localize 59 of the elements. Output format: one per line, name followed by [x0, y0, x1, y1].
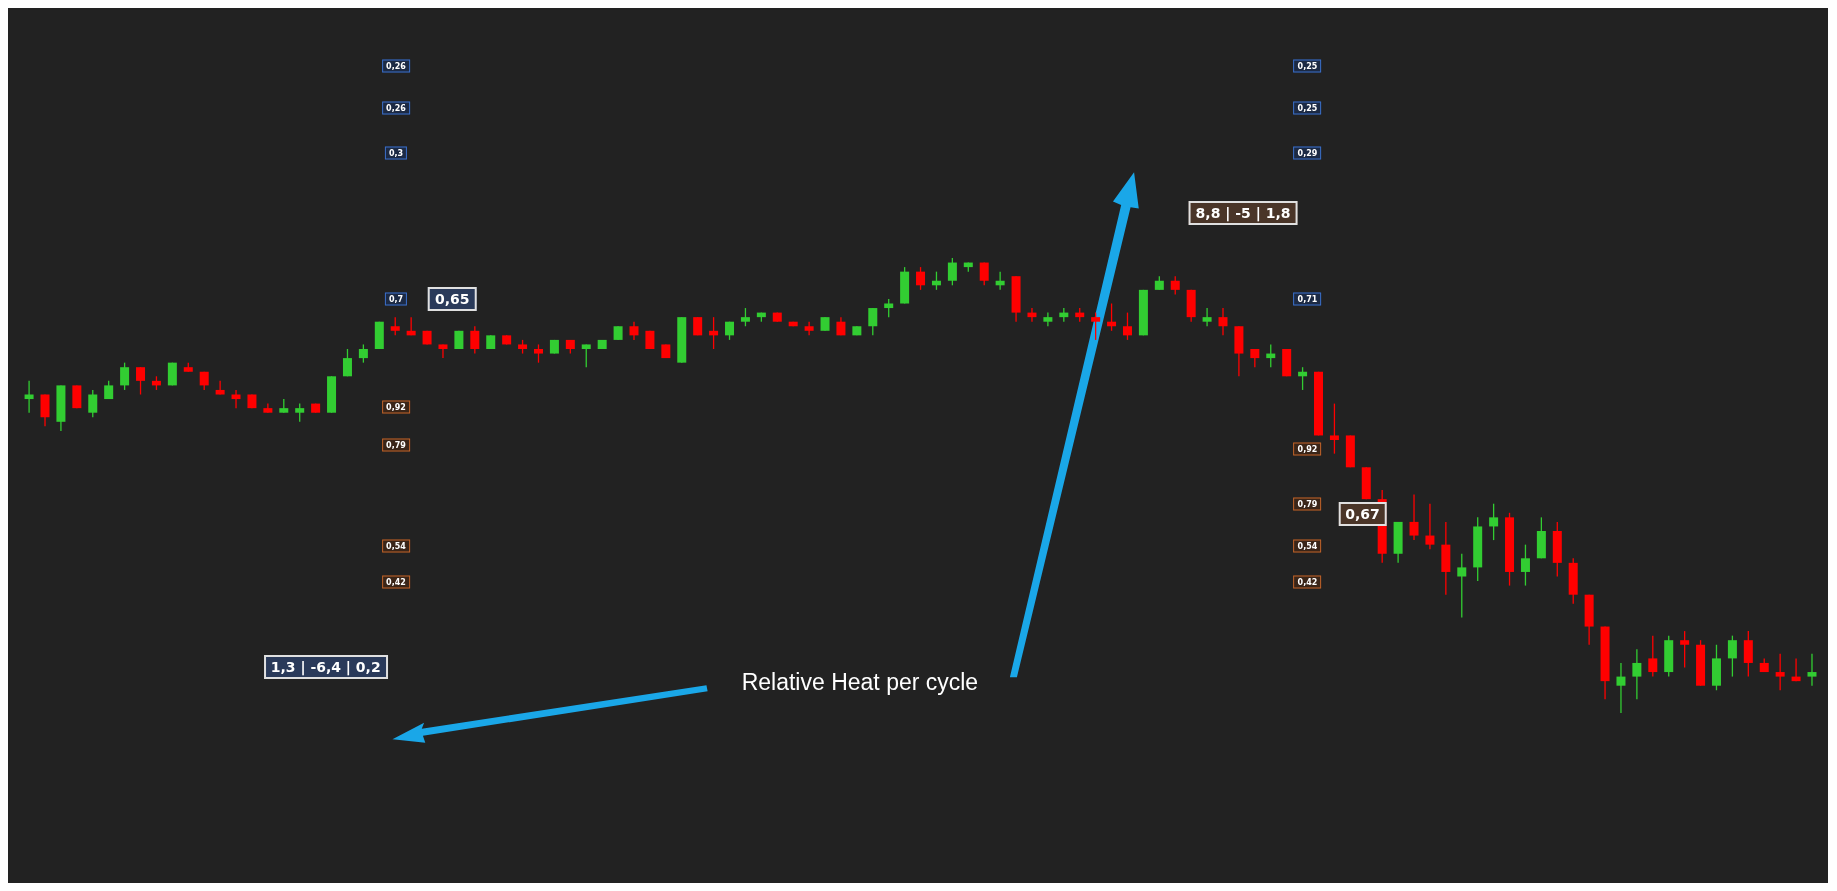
candlestick	[215, 380, 225, 396]
candlestick	[438, 343, 448, 359]
candlestick	[868, 307, 878, 336]
candlestick	[1616, 662, 1626, 713]
annotation: 0,92	[1293, 442, 1322, 456]
annotation: 1,3 | -6,4 | 0,2	[263, 654, 388, 679]
candlestick	[533, 343, 543, 364]
candlestick	[40, 393, 50, 427]
text: 8,8 | -5 | 1,8	[1188, 201, 1298, 226]
candlestick	[1091, 311, 1101, 341]
candlestick	[581, 343, 591, 368]
candlestick	[740, 307, 750, 327]
candlestick	[1122, 311, 1132, 341]
candlestick	[1425, 503, 1435, 550]
candlestick	[120, 362, 130, 391]
annotation: 0,54	[382, 539, 410, 553]
candlestick	[1680, 630, 1690, 669]
candlestick	[1457, 553, 1467, 619]
candlestick	[136, 366, 146, 396]
annotation: 0,67	[1338, 502, 1387, 527]
candlestick	[629, 321, 639, 341]
annotation: 0,54	[1293, 539, 1322, 553]
annotation: 0,42	[1293, 575, 1322, 589]
annotation: 0,42	[382, 575, 410, 589]
text: 0,29	[1293, 146, 1322, 160]
annotation: 0,92	[382, 400, 410, 414]
candlestick	[1632, 648, 1642, 700]
text: 0,26	[382, 59, 410, 73]
candlestick	[295, 402, 305, 423]
candlestick	[1743, 630, 1753, 678]
annotation: 0,79	[1293, 497, 1322, 511]
candlestick	[1202, 307, 1212, 327]
candlestick	[1329, 402, 1339, 455]
candlestick	[1218, 307, 1228, 336]
candlestick	[1489, 503, 1499, 541]
text: 0,26	[382, 101, 410, 115]
candlestick	[88, 389, 98, 418]
text: 0,25	[1293, 101, 1322, 115]
annotation: 0,79	[382, 438, 410, 452]
candlestick	[358, 343, 368, 364]
candlestick	[470, 325, 480, 355]
candlestick	[342, 348, 352, 377]
candlestick	[1648, 635, 1658, 678]
annotation: 0,7	[384, 292, 408, 306]
candlestick	[1409, 493, 1419, 541]
candlestick	[947, 258, 957, 286]
candlestick	[1170, 275, 1180, 296]
candlestick	[916, 266, 926, 291]
annotation: 0,65	[427, 286, 477, 311]
candlestick	[1775, 653, 1785, 691]
candlestick	[390, 316, 400, 336]
candlestick	[1520, 544, 1530, 587]
text: 0,25	[1293, 59, 1322, 73]
candlestick	[1727, 635, 1737, 678]
candlestick	[1250, 348, 1260, 368]
candlestick	[1807, 653, 1817, 687]
text: 0,3	[384, 146, 408, 160]
annotation: 0,71	[1293, 292, 1322, 306]
annotation: Relative Heat per cycle	[741, 668, 979, 696]
